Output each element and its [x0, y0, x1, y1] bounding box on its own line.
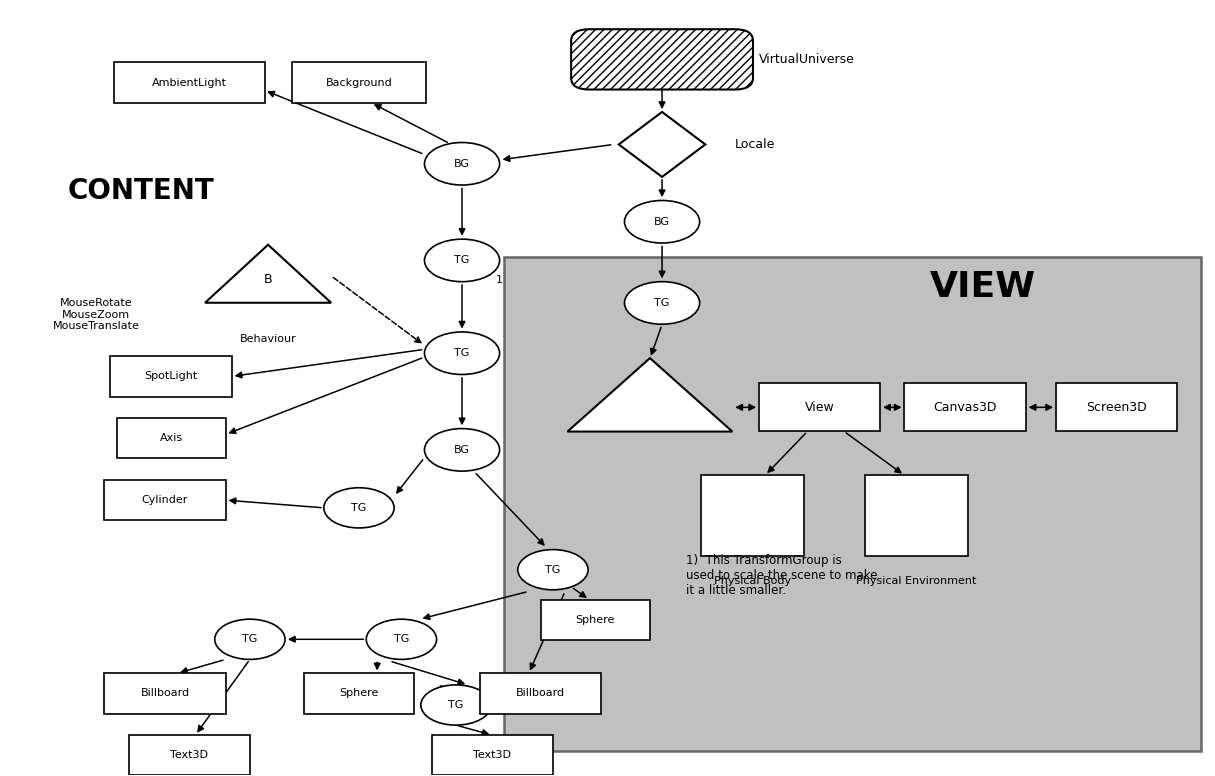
- Ellipse shape: [518, 549, 588, 590]
- Polygon shape: [205, 244, 332, 303]
- Text: TG: TG: [655, 298, 669, 308]
- Bar: [129, 735, 250, 775]
- Text: Axis: Axis: [159, 433, 182, 443]
- Text: TG: TG: [546, 565, 560, 575]
- Text: TG: TG: [454, 255, 470, 265]
- Ellipse shape: [424, 428, 499, 471]
- Text: Physical Environment: Physical Environment: [857, 576, 977, 586]
- Text: AmbientLight: AmbientLight: [152, 78, 227, 88]
- Text: TG: TG: [448, 700, 464, 710]
- Text: 1)  This TransformGroup is
used to scale the scene to make
it a little smaller.: 1) This TransformGroup is used to scale …: [686, 554, 877, 598]
- Ellipse shape: [215, 619, 286, 660]
- Text: Physical Body: Physical Body: [714, 576, 791, 586]
- Text: BG: BG: [654, 217, 669, 227]
- Text: MouseRotate
MouseZoom
MouseTranslate: MouseRotate MouseZoom MouseTranslate: [52, 298, 140, 331]
- Polygon shape: [618, 112, 706, 177]
- Bar: [113, 63, 265, 102]
- Bar: [431, 735, 553, 775]
- Bar: [305, 674, 413, 713]
- FancyBboxPatch shape: [571, 29, 753, 89]
- Text: View: View: [804, 401, 835, 414]
- Bar: [759, 383, 880, 431]
- Text: Billboard: Billboard: [516, 688, 565, 698]
- Text: BG: BG: [454, 159, 470, 168]
- Bar: [541, 600, 650, 640]
- Bar: [104, 674, 226, 713]
- Ellipse shape: [625, 200, 700, 243]
- Text: Behaviour: Behaviour: [239, 334, 296, 344]
- Bar: [904, 383, 1025, 431]
- Ellipse shape: [324, 488, 394, 528]
- Text: Locale: Locale: [735, 138, 775, 151]
- Polygon shape: [567, 358, 733, 431]
- Text: BG: BG: [454, 445, 470, 455]
- Bar: [701, 475, 804, 556]
- Text: Sphere: Sphere: [576, 615, 615, 625]
- Bar: [865, 475, 968, 556]
- Bar: [117, 418, 226, 459]
- Text: TG: TG: [394, 634, 409, 644]
- Text: TG: TG: [242, 634, 258, 644]
- Bar: [480, 674, 601, 713]
- Text: 1: 1: [496, 275, 503, 285]
- Bar: [1056, 383, 1177, 431]
- Text: B: B: [264, 273, 272, 286]
- Text: Text3D: Text3D: [474, 750, 512, 760]
- Text: TG: TG: [351, 503, 367, 513]
- Ellipse shape: [424, 239, 499, 282]
- Ellipse shape: [625, 282, 700, 324]
- Text: Cylinder: Cylinder: [142, 495, 188, 505]
- Text: Billboard: Billboard: [141, 688, 190, 698]
- Text: Sphere: Sphere: [339, 688, 379, 698]
- Ellipse shape: [420, 685, 491, 725]
- Text: SpotLight: SpotLight: [145, 372, 198, 381]
- Text: VirtualUniverse: VirtualUniverse: [759, 53, 855, 66]
- Text: TG: TG: [454, 348, 470, 359]
- Text: Text3D: Text3D: [170, 750, 208, 760]
- Text: Background: Background: [326, 78, 392, 88]
- Text: Screen3D: Screen3D: [1086, 401, 1147, 414]
- Bar: [293, 63, 425, 102]
- Text: VIEW: VIEW: [931, 271, 1036, 304]
- Ellipse shape: [366, 619, 436, 660]
- Bar: [104, 480, 226, 520]
- Ellipse shape: [424, 332, 499, 375]
- Text: CONTENT: CONTENT: [67, 177, 214, 205]
- Text: Canvas3D: Canvas3D: [933, 401, 996, 414]
- Ellipse shape: [424, 143, 499, 185]
- Bar: [504, 257, 1202, 751]
- Bar: [111, 356, 232, 397]
